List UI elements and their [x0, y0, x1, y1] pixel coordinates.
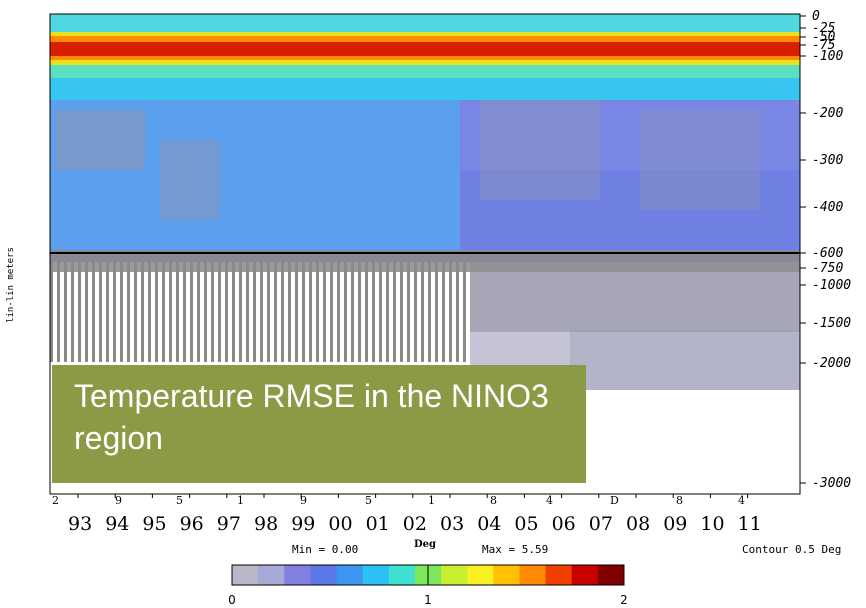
x-tick-label: 98	[254, 513, 278, 535]
x-tick-label: 01	[366, 513, 390, 535]
y-tick-label: -200	[812, 106, 843, 121]
colorbar-segment	[441, 565, 468, 585]
y-tick-label: -400	[812, 200, 843, 215]
x-tick-label: 95	[142, 513, 166, 535]
y-tick-label: -25	[812, 21, 836, 36]
x-tick-label: 04	[477, 513, 501, 535]
y-tick-label: -2000	[812, 356, 851, 371]
colorbar-tick-label: 0	[228, 593, 236, 607]
y-tick-label: -300	[812, 153, 843, 168]
colorbar-tick-label: 1	[424, 593, 432, 607]
y-tick-label: -1500	[812, 316, 851, 331]
x-month-label: 9	[300, 494, 307, 507]
colorbar-segment	[284, 565, 311, 585]
x-tick-label: 03	[440, 513, 464, 535]
y-axis-label: lin-lin meters	[6, 247, 16, 323]
y-tick-label: -600	[812, 246, 843, 261]
x-tick-label: 97	[217, 513, 241, 535]
y-tick-label: -3000	[812, 476, 851, 491]
y-tick-label: -750	[812, 261, 843, 276]
max-value-text: Max = 5.59	[482, 543, 548, 556]
x-month-label: 9	[115, 494, 122, 507]
x-tick-label: 09	[663, 513, 687, 535]
colorbar-segment	[232, 565, 259, 585]
x-tick-label: 11	[738, 513, 762, 535]
x-month-label: 4	[546, 494, 553, 507]
y-tick-label: -1000	[812, 278, 851, 293]
colorbar-segment	[545, 565, 573, 585]
x-tick-label: 06	[552, 513, 576, 535]
y-tick-label: -75	[812, 38, 836, 53]
colorbar-segment	[597, 565, 625, 585]
x-tick-label: 10	[700, 513, 724, 535]
x-month-label: 8	[490, 494, 497, 507]
contour-text: Contour 0.5 Deg	[742, 543, 841, 556]
x-month-label: 5	[365, 494, 372, 507]
y-tick-label: -50	[812, 30, 836, 45]
y-axis: 0-25-50-75-100 -200 -300 -400 -600-750 -1000 -…	[800, 9, 851, 491]
x-tick-label: 08	[626, 513, 650, 535]
x-month-label: 1	[428, 494, 435, 507]
x-tick-label: 07	[589, 513, 613, 535]
x-month-label: 8	[676, 494, 683, 507]
x-month-label: 1	[237, 494, 244, 507]
plot-frame	[49, 13, 801, 495]
colorbar-segment	[493, 565, 520, 585]
colorbar-segment	[467, 565, 494, 585]
units-label: Deg	[414, 539, 436, 550]
colorbar-tick-label: 2	[620, 593, 628, 607]
colorbar-segment	[388, 565, 416, 585]
x-tick-label: 96	[180, 513, 204, 535]
x-tick-label: 05	[514, 513, 538, 535]
x-month-label: 5	[176, 494, 183, 507]
x-month-label: 2	[52, 494, 59, 507]
x-axis: 93 94 95 96 97 98 99 00 01 02 03 04 05 06 07 08 09 10 112 9…	[52, 494, 762, 535]
heatmap-field	[50, 14, 800, 494]
x-tick-label: 94	[105, 513, 129, 535]
y-tick-label: -100	[812, 49, 843, 64]
colorbar-segment	[258, 565, 285, 585]
x-tick-label: 00	[328, 513, 352, 535]
x-tick-label: 93	[68, 513, 92, 535]
colorbar-segment	[336, 565, 364, 585]
colorbar-segment	[310, 565, 338, 585]
colorbar-segment	[362, 565, 390, 585]
x-tick-label: 02	[403, 513, 427, 535]
x-month-label: D	[610, 494, 619, 507]
y-tick-label: 0	[812, 9, 820, 24]
x-month-label: 4	[738, 494, 745, 507]
colorbar-segment	[519, 565, 547, 585]
chart-title: Temperature RMSE in the NINO3 region	[52, 365, 586, 483]
colorbar: 0 1 2	[228, 564, 628, 607]
colorbar-segment	[571, 565, 599, 585]
min-value-text: Min = 0.00	[292, 543, 358, 556]
x-tick-label: 99	[291, 513, 315, 535]
